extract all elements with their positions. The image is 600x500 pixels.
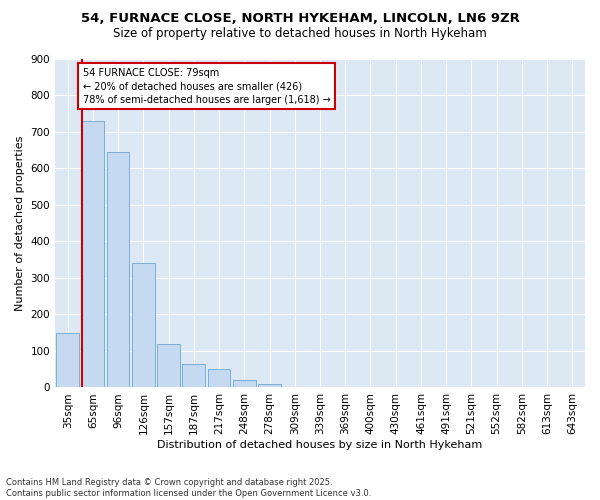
- Bar: [82, 121, 104, 388]
- Bar: [233, 380, 256, 388]
- Text: Contains HM Land Registry data © Crown copyright and database right 2025.
Contai: Contains HM Land Registry data © Crown c…: [6, 478, 371, 498]
- Text: 54 FURNACE CLOSE: 79sqm
← 20% of detached houses are smaller (426)
78% of semi-d: 54 FURNACE CLOSE: 79sqm ← 20% of detache…: [83, 68, 331, 104]
- Bar: [56, 332, 79, 388]
- X-axis label: Distribution of detached houses by size in North Hykeham: Distribution of detached houses by size …: [157, 440, 482, 450]
- Y-axis label: Number of detached properties: Number of detached properties: [15, 136, 25, 311]
- Bar: [107, 152, 130, 388]
- Text: Size of property relative to detached houses in North Hykeham: Size of property relative to detached ho…: [113, 28, 487, 40]
- Text: 54, FURNACE CLOSE, NORTH HYKEHAM, LINCOLN, LN6 9ZR: 54, FURNACE CLOSE, NORTH HYKEHAM, LINCOL…: [80, 12, 520, 26]
- Bar: [208, 369, 230, 388]
- Bar: [182, 364, 205, 388]
- Bar: [132, 264, 155, 388]
- Bar: [258, 384, 281, 388]
- Bar: [157, 344, 180, 388]
